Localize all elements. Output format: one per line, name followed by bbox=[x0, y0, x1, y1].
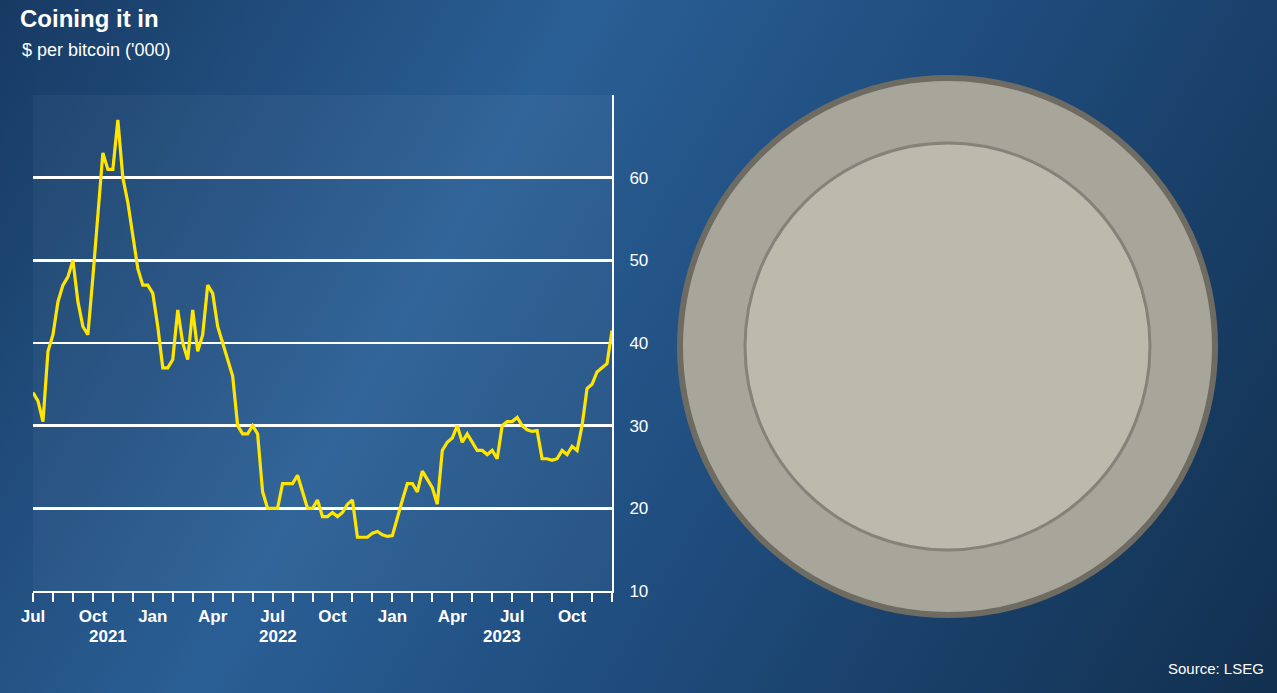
svg-text:Oct: Oct bbox=[558, 607, 587, 626]
svg-text:Jan: Jan bbox=[378, 607, 407, 626]
svg-text:50: 50 bbox=[629, 251, 648, 270]
svg-text:Coining it in: Coining it in bbox=[20, 5, 159, 32]
svg-text:Oct: Oct bbox=[318, 607, 347, 626]
svg-text:Jan: Jan bbox=[138, 607, 167, 626]
svg-text:40: 40 bbox=[629, 334, 648, 353]
svg-text:30: 30 bbox=[629, 417, 648, 436]
svg-text:2021: 2021 bbox=[89, 627, 127, 646]
svg-text:2022: 2022 bbox=[259, 627, 297, 646]
svg-text:10: 10 bbox=[629, 582, 648, 601]
svg-text:20: 20 bbox=[629, 499, 648, 518]
svg-text:Oct: Oct bbox=[79, 607, 108, 626]
svg-text:60: 60 bbox=[629, 169, 648, 188]
svg-text:2023: 2023 bbox=[483, 627, 521, 646]
svg-text:$ per bitcoin ('000): $ per bitcoin ('000) bbox=[22, 40, 171, 60]
svg-text:Apr: Apr bbox=[198, 607, 228, 626]
svg-text:Jul: Jul bbox=[500, 607, 525, 626]
svg-text:Apr: Apr bbox=[438, 607, 468, 626]
svg-text:Jul: Jul bbox=[260, 607, 285, 626]
svg-text:Jul: Jul bbox=[21, 607, 46, 626]
svg-text:Source: LSEG: Source: LSEG bbox=[1168, 660, 1264, 677]
